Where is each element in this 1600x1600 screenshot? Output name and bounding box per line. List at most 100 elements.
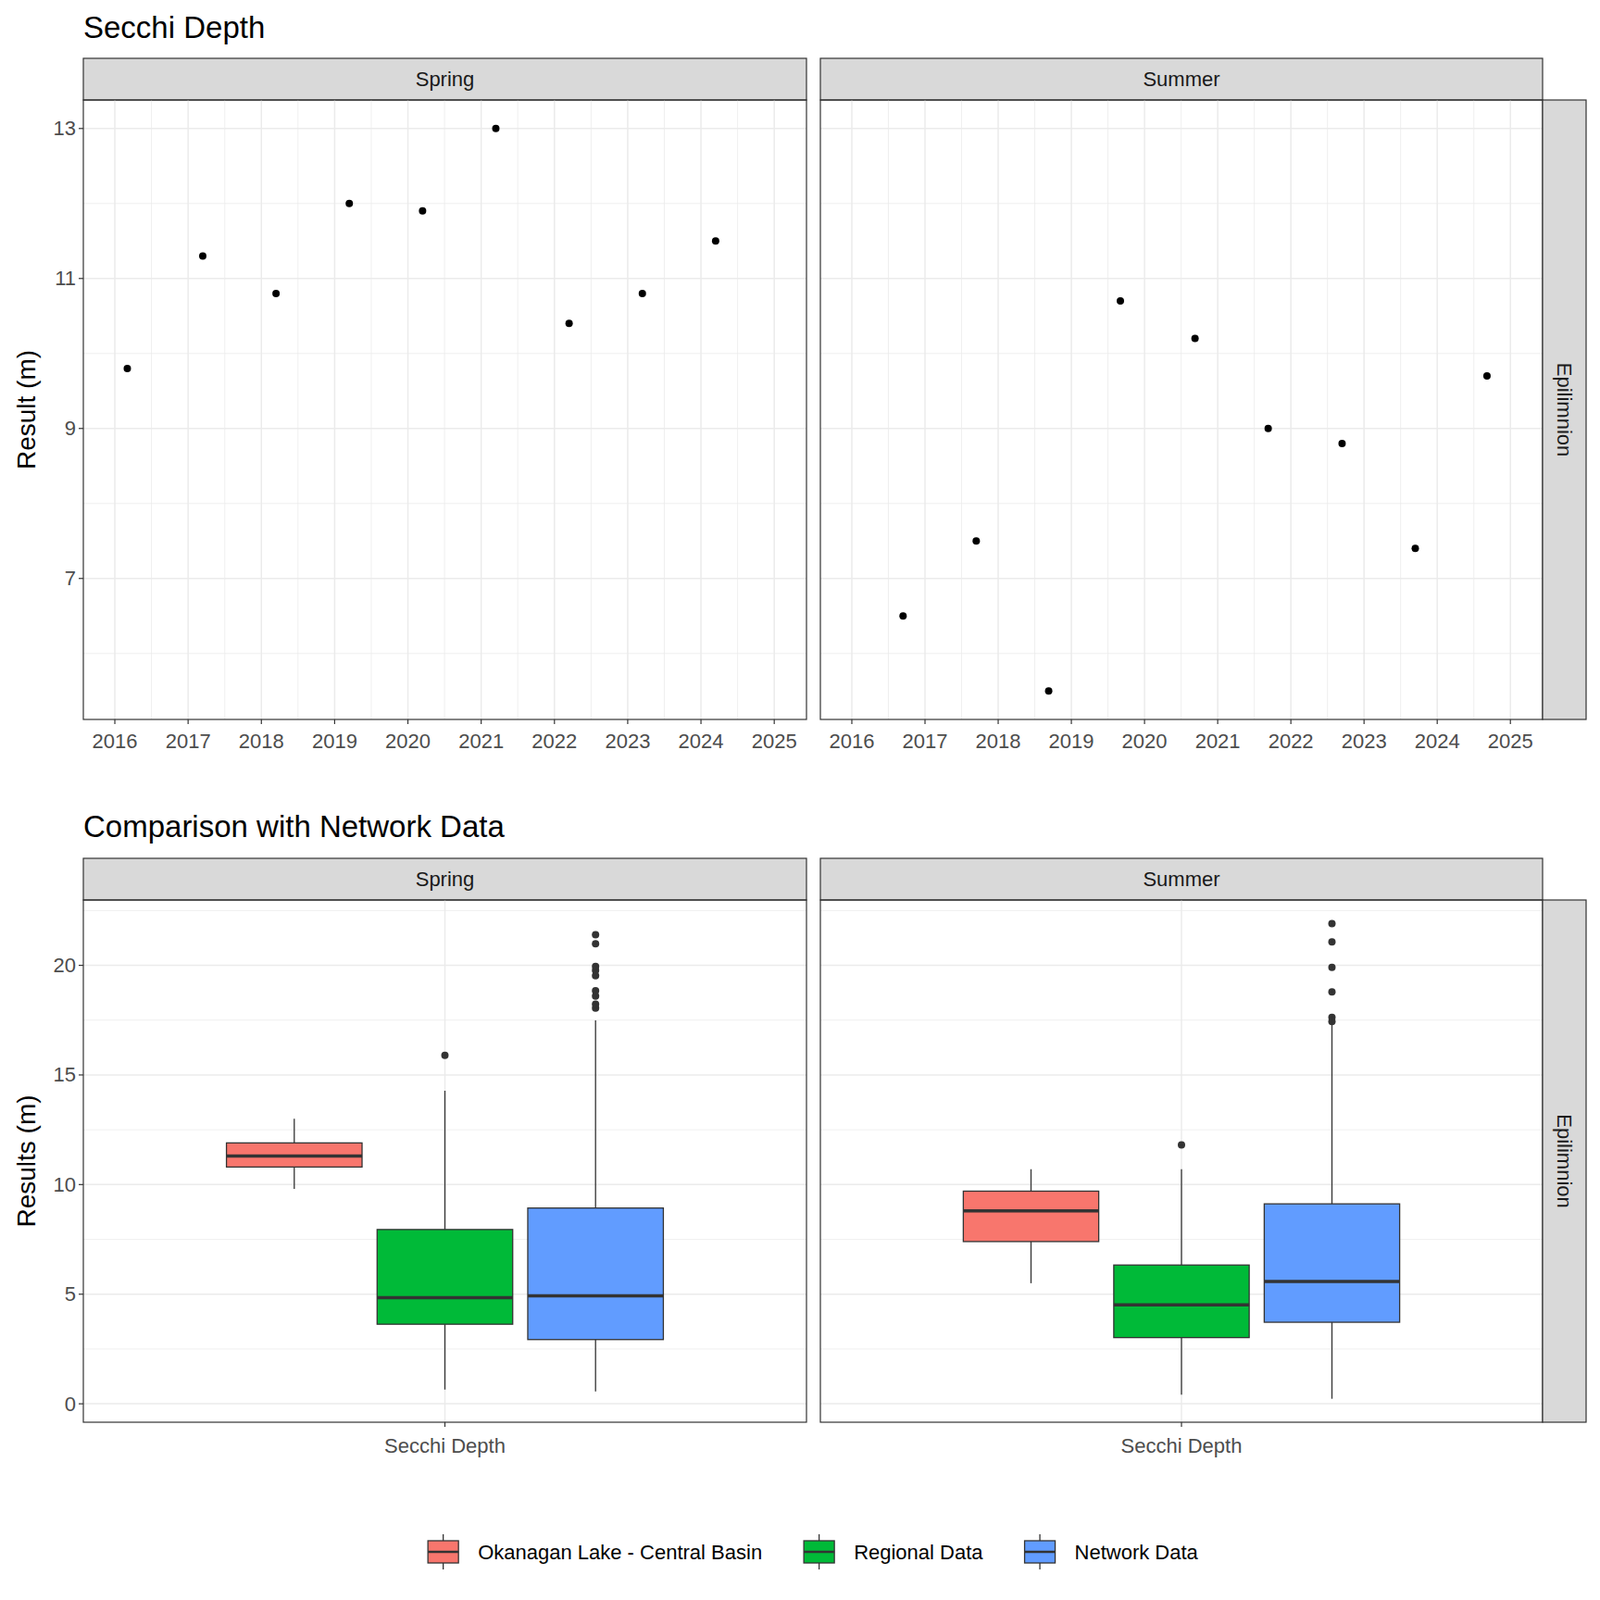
point	[272, 289, 280, 298]
grid-line	[1143, 100, 1146, 720]
minor-grid-line	[444, 100, 446, 720]
tick-mark	[1510, 719, 1512, 725]
tick-mark	[1180, 1422, 1182, 1427]
tick-label: 2016	[92, 729, 138, 753]
tick-mark	[187, 719, 189, 725]
tick-label: 2019	[1049, 729, 1095, 753]
panel: Summer2016201720182019202020212022202320…	[820, 58, 1543, 753]
minor-grid-line	[370, 100, 372, 720]
tick-mark	[1143, 719, 1145, 725]
point	[199, 251, 207, 260]
tick-mark	[78, 964, 84, 966]
tick-label: 2024	[1414, 729, 1461, 753]
tick-mark	[78, 577, 84, 579]
minor-grid-line	[887, 100, 889, 720]
tick-label: 0	[64, 1392, 76, 1416]
tick-label: 2022	[531, 729, 577, 753]
legend: Okanagan Lake - Central BasinRegional Da…	[427, 1534, 1199, 1570]
median	[226, 1154, 363, 1159]
whisker-lower	[1030, 1241, 1032, 1284]
legend-label: Okanagan Lake - Central Basin	[477, 1540, 763, 1564]
outlier	[591, 1000, 600, 1008]
outlier	[1177, 1140, 1186, 1149]
grid-line	[850, 100, 853, 720]
tick-mark	[78, 1184, 84, 1186]
strip-label: Summer	[1142, 867, 1220, 891]
point	[899, 612, 907, 620]
marks	[962, 920, 1400, 1400]
legend-key-median	[1025, 1550, 1056, 1554]
panel-background	[83, 100, 807, 720]
box	[226, 1142, 363, 1167]
panel-background	[83, 900, 807, 1423]
whisker-lower	[444, 1324, 446, 1390]
marks	[226, 930, 664, 1391]
minor-grid-line	[1180, 100, 1182, 720]
tick-label: 2025	[751, 729, 798, 753]
tick-label: 13	[53, 116, 76, 140]
tick-label: 2023	[604, 729, 650, 753]
grid-line	[1436, 100, 1438, 720]
tick-label: 2021	[458, 729, 504, 753]
grid-line	[1070, 100, 1073, 720]
grid-line	[626, 100, 629, 720]
point	[123, 364, 131, 373]
point	[1337, 439, 1346, 448]
whisker-upper	[1331, 1024, 1333, 1204]
tick-mark	[78, 427, 84, 429]
point	[1116, 297, 1125, 305]
outlier	[591, 962, 600, 971]
minor-grid-line	[517, 100, 519, 720]
tick-label: 10	[53, 1173, 76, 1197]
whisker-lower	[595, 1339, 597, 1392]
title: Comparison with Network Data	[83, 809, 505, 844]
title: Secchi Depth	[83, 10, 265, 45]
tick-label: 2018	[238, 729, 285, 753]
chart-scatter: Secchi DepthResult (m)Spring201620172018…	[12, 10, 1587, 753]
tick-mark	[78, 1074, 84, 1075]
box	[527, 1208, 663, 1340]
minor-grid-line	[150, 100, 152, 720]
tick-mark	[553, 719, 555, 725]
tick-label: 2019	[312, 729, 358, 753]
grid-line	[334, 100, 337, 720]
strip-label: Spring	[415, 867, 475, 891]
marks	[899, 297, 1491, 695]
grid-line	[1180, 900, 1183, 1423]
median	[376, 1296, 513, 1300]
tick-label: 11	[54, 266, 76, 290]
outlier	[1328, 987, 1337, 996]
legend-item: Okanagan Lake - Central Basin	[427, 1534, 763, 1570]
outlier	[1328, 920, 1337, 928]
tick-label: 2018	[975, 729, 1022, 753]
background	[0, 0, 1600, 1600]
box	[1263, 1203, 1400, 1323]
median	[1113, 1303, 1250, 1308]
grid-line	[1289, 100, 1292, 720]
strip	[820, 858, 1543, 900]
outlier	[1328, 963, 1337, 972]
whisker-lower	[293, 1166, 295, 1189]
point	[712, 237, 720, 245]
tick-label: 5	[64, 1282, 76, 1306]
tick-label: 2024	[678, 729, 725, 753]
grid-line	[997, 100, 1000, 720]
panel-border	[83, 900, 807, 1423]
point	[418, 207, 426, 215]
tick-mark	[850, 719, 852, 725]
grid-line	[261, 100, 263, 720]
tick-mark	[1217, 719, 1219, 725]
whisker-upper	[1180, 1169, 1182, 1265]
tick-label: Secchi Depth	[1121, 1434, 1243, 1458]
tick-mark	[480, 719, 482, 725]
tick-mark	[700, 719, 701, 725]
strip-label: Spring	[415, 67, 475, 91]
point	[1045, 687, 1053, 695]
strip	[83, 58, 807, 100]
legend-key	[427, 1540, 459, 1563]
minor-grid-line	[224, 100, 225, 720]
legend-key	[803, 1540, 835, 1563]
grid-line	[773, 100, 775, 720]
grid-line	[1216, 100, 1219, 720]
strip-label: Epilimnion	[1552, 362, 1576, 458]
